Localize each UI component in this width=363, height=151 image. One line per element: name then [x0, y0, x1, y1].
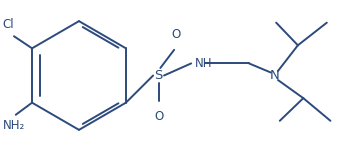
Text: Cl: Cl: [3, 18, 15, 31]
Text: S: S: [154, 69, 163, 82]
Text: O: O: [171, 28, 180, 41]
Text: N: N: [269, 69, 279, 82]
Text: NH₂: NH₂: [3, 119, 25, 132]
Text: NH: NH: [195, 57, 212, 70]
Text: O: O: [154, 110, 163, 123]
